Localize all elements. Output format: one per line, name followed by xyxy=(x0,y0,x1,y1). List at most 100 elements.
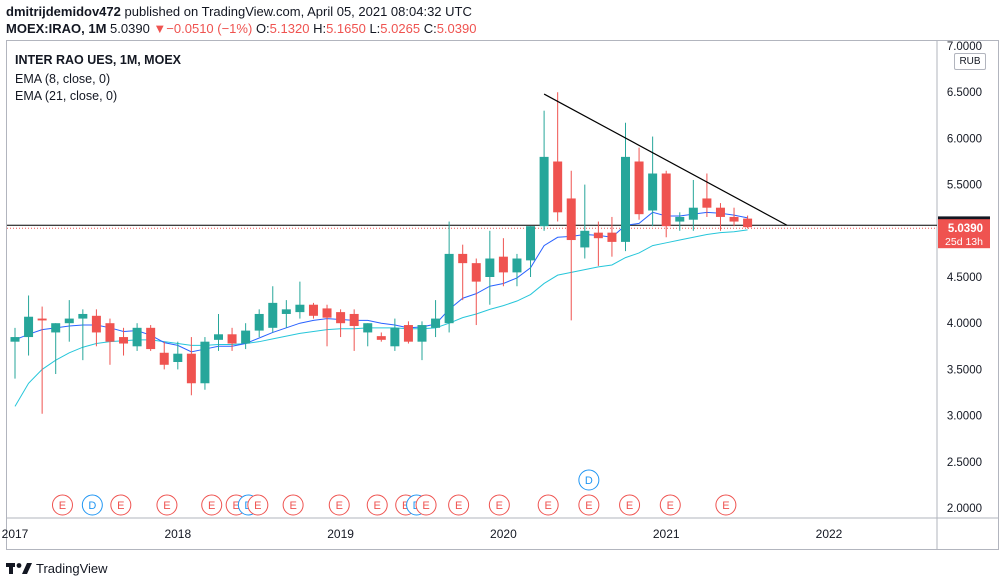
candle-up xyxy=(688,179,698,231)
open-label: O: xyxy=(255,21,270,36)
candle-body xyxy=(91,315,101,333)
legend-ema21[interactable]: EMA (21, close, 0) xyxy=(15,89,118,103)
candle-body xyxy=(444,253,454,324)
marker-circle xyxy=(578,469,600,491)
chart-frame xyxy=(6,40,999,550)
candle-up xyxy=(268,286,278,333)
marker-circle xyxy=(578,494,600,516)
symbol-label: MOEX:IRAO, 1M xyxy=(6,21,107,36)
candle-body xyxy=(295,304,305,313)
candle-body xyxy=(715,207,725,217)
candle-up xyxy=(132,323,142,351)
marker-letter: E xyxy=(626,500,633,512)
candle-body xyxy=(349,313,359,326)
marker-letter: E xyxy=(496,500,503,512)
y-tick-label: 6.5000 xyxy=(947,87,982,99)
candle-body xyxy=(580,230,590,248)
candle-up xyxy=(241,323,251,350)
candle-down xyxy=(471,258,481,326)
candles-layer xyxy=(10,92,753,414)
candle-body xyxy=(376,336,386,340)
candle-body xyxy=(132,327,142,347)
y-tick-label: 3.0000 xyxy=(947,411,982,423)
last-price-text: 5.0390 xyxy=(948,223,983,235)
candle-body xyxy=(702,198,712,208)
candle-body xyxy=(268,302,278,328)
candle-body xyxy=(363,323,373,333)
x-tick-label: 2017 xyxy=(2,527,29,541)
candle-body xyxy=(675,216,685,222)
candle-down xyxy=(498,238,508,287)
marker-letter: E xyxy=(667,500,674,512)
earnings-marker: E xyxy=(51,494,73,516)
candle-down xyxy=(186,337,196,396)
footer-brand[interactable]: TradingView xyxy=(6,556,108,580)
currency-badge[interactable]: RUB xyxy=(954,53,986,70)
candle-up xyxy=(417,321,427,361)
candle-body xyxy=(281,309,291,314)
price-change: −0.0510 (−1%) xyxy=(166,21,253,36)
last-price-bg xyxy=(938,219,990,249)
marker-letter: E xyxy=(336,500,343,512)
ema21-layer xyxy=(14,229,748,407)
marker-circle xyxy=(247,494,269,516)
candle-down xyxy=(743,215,753,229)
close-value: 5.0390 xyxy=(436,21,477,36)
candle-down xyxy=(715,203,725,231)
candle-body xyxy=(10,337,20,342)
marker-circle xyxy=(448,494,470,516)
earnings-marker: E xyxy=(448,494,470,516)
candle-body xyxy=(512,258,522,273)
candle-down xyxy=(37,306,47,414)
candle-body xyxy=(743,218,753,228)
marker-letter: E xyxy=(117,500,124,512)
candle-body xyxy=(51,323,61,333)
candle-up xyxy=(580,184,590,259)
legend-title[interactable]: INTER RAO UES, 1M, MOEX xyxy=(15,53,181,67)
candle-body xyxy=(105,323,115,342)
candle-up xyxy=(444,221,454,333)
low-value: 5.0265 xyxy=(380,21,421,36)
candle-down xyxy=(91,309,101,347)
candle-body xyxy=(214,334,223,340)
marker-letter: E xyxy=(402,500,409,512)
author-name[interactable]: dmitrijdemidov472 xyxy=(6,4,121,19)
x-tick-label: 2021 xyxy=(653,527,680,541)
dividend-marker: D xyxy=(578,469,600,491)
low-label: L: xyxy=(369,21,381,36)
earnings-marker: E xyxy=(366,494,388,516)
candle-down xyxy=(146,325,156,351)
earnings-marker: E xyxy=(156,494,178,516)
candle-body xyxy=(648,173,658,211)
earnings-marker: E xyxy=(110,494,132,516)
earnings-marker: E xyxy=(282,494,304,516)
marker-circle xyxy=(537,494,559,516)
earnings-marker: E xyxy=(659,494,681,516)
marker-circle xyxy=(715,494,737,516)
candle-body xyxy=(308,304,318,316)
last-price: 5.0390 xyxy=(110,21,150,36)
candle-up xyxy=(526,226,536,277)
ema21-line xyxy=(14,229,748,407)
candle-up xyxy=(51,323,61,375)
candle-body xyxy=(498,256,508,273)
candle-body xyxy=(78,313,88,319)
earnings-marker: E xyxy=(328,494,350,516)
y-axis-labels: 2.00002.50003.00003.50004.00004.50005.00… xyxy=(947,41,982,515)
candle-body xyxy=(526,226,536,261)
candle-down xyxy=(119,327,129,356)
candle-body xyxy=(661,173,671,227)
candle-body xyxy=(159,352,169,365)
grid-lines xyxy=(7,41,998,549)
legend-ema8[interactable]: EMA (8, close, 0) xyxy=(15,72,111,86)
marker-circle xyxy=(415,494,437,516)
candle-up xyxy=(390,318,400,351)
y-tick-label: 7.0000 xyxy=(947,41,982,53)
candle-up xyxy=(295,281,305,319)
candle-down xyxy=(607,216,617,257)
marker-letter: E xyxy=(163,500,170,512)
candle-up xyxy=(431,300,441,338)
trendline-layer xyxy=(543,93,788,226)
x-axis-labels: 2017 2018 2019 2020 2021 2022 xyxy=(2,527,843,541)
